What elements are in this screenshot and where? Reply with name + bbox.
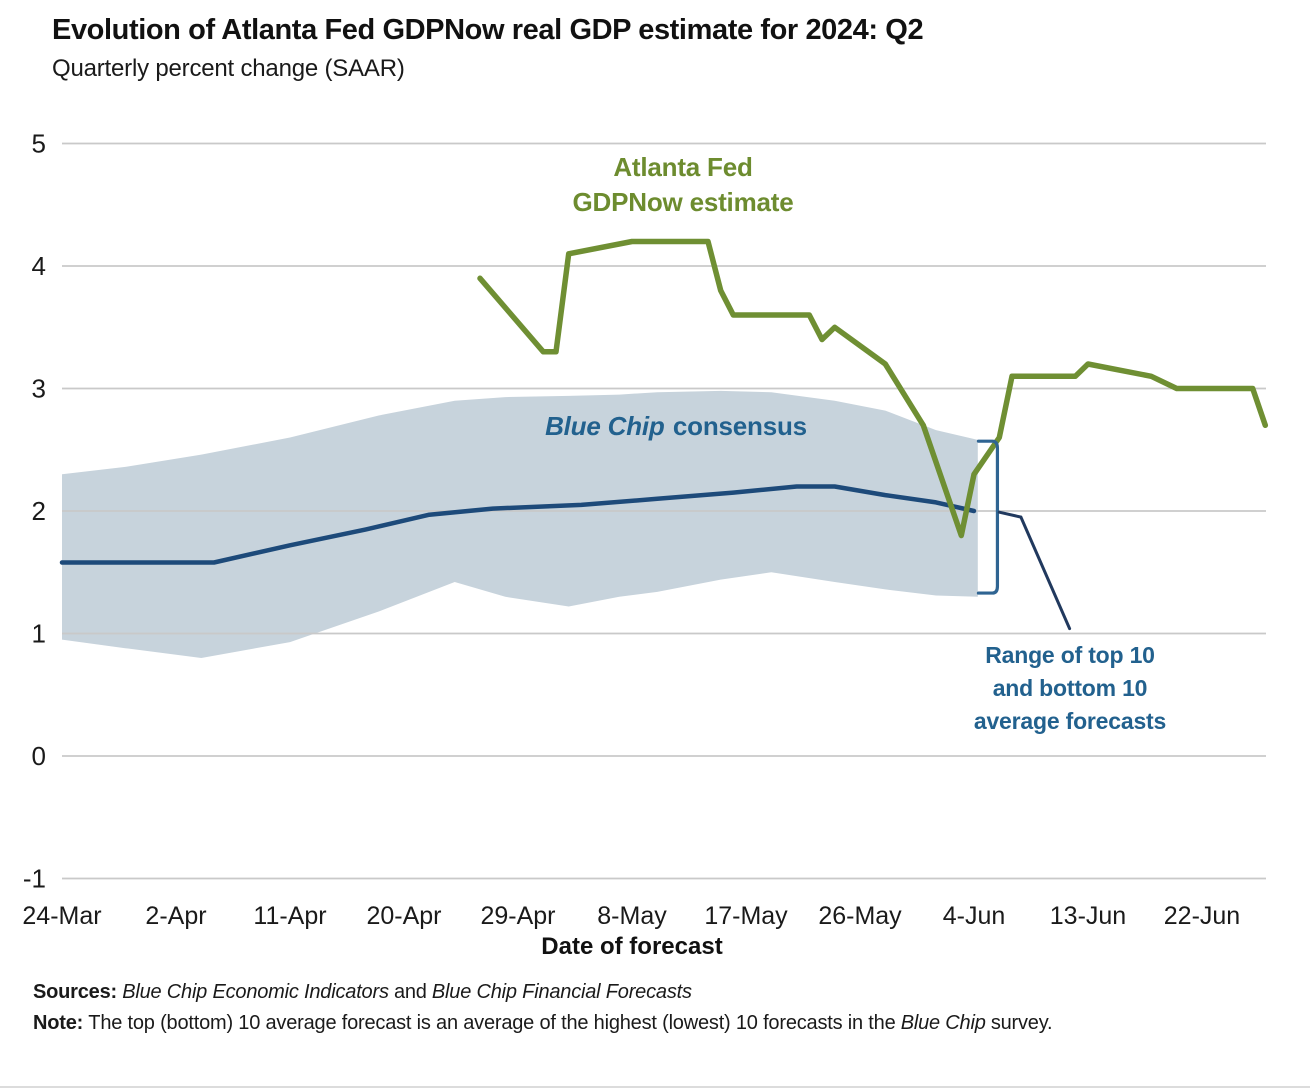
x-tick-label: 4-Jun [943,902,1006,930]
note-body: The top (bottom) 10 average forecast is … [88,1012,896,1034]
x-axis-title: Date of forecast [541,933,723,960]
y-tick-label: 5 [32,129,46,159]
range-bracket [976,439,1000,595]
sources-and: and [393,981,427,1003]
series-label-gdpnow-line2: GDPNow estimate [572,187,794,217]
series-label-gdpnow: Atlanta Fed GDPNow estimate [533,150,833,220]
bottom-divider [0,1086,1310,1088]
y-tick-label: 3 [32,374,46,404]
annotation-leader-line [997,510,1072,631]
x-tick-label: 8-May [597,902,667,930]
x-tick-label: 13-Jun [1050,902,1126,930]
sources-italic-1: Blue Chip Economic Indicators [122,981,389,1003]
chart-subtitle: Quarterly percent change (SAAR) [52,55,405,82]
range-annotation: Range of top 10 and bottom 10 average fo… [920,639,1220,738]
y-tick-label: 2 [32,496,46,526]
y-tick-label: 4 [32,251,46,281]
range-annotation-line3: average forecasts [973,708,1167,734]
footnote: Note: The top (bottom) 10 average forecas… [33,1009,1153,1037]
y-tick-label: 1 [32,619,46,649]
x-tick-label: 2-Apr [145,902,206,930]
x-tick-label: 11-Apr [253,902,326,930]
bluechip-consensus-line [59,484,977,565]
note-prefix: Note: [33,1012,84,1034]
y-tick-label: 0 [32,741,46,771]
bluechip-range-band [62,390,978,658]
bluechip-label-italic: Blue Chip [545,411,665,441]
x-tick-label: 20-Apr [366,902,441,930]
x-tick-label: 26-May [818,902,902,930]
x-tick-label: 22-Jun [1164,902,1240,930]
note-suffix: survey. [990,1012,1053,1034]
series-label-bluechip: Blue Chip consensus [496,411,856,442]
range-annotation-line1: Range of top 10 [985,642,1155,668]
note-italic: Blue Chip [900,1012,986,1034]
bluechip-label-rest: consensus [672,411,807,441]
y-tick-label: -1 [23,864,46,894]
x-tick-label: 29-Apr [480,902,555,930]
sources-prefix: Sources: [33,981,117,1003]
gdpnow-line [477,238,1269,539]
sources-note: Sources: Blue Chip Economic Indicators and… [33,981,692,1004]
range-annotation-line2: and bottom 10 [992,675,1148,701]
x-tick-label: 24-Mar [22,902,101,930]
series-label-gdpnow-line1: Atlanta Fed [613,152,753,182]
x-tick-label: 17-May [704,902,788,930]
chart-title: Evolution of Atlanta Fed GDPNow real GDP… [52,14,924,46]
sources-italic-2: Blue Chip Financial Forecasts [431,981,692,1003]
